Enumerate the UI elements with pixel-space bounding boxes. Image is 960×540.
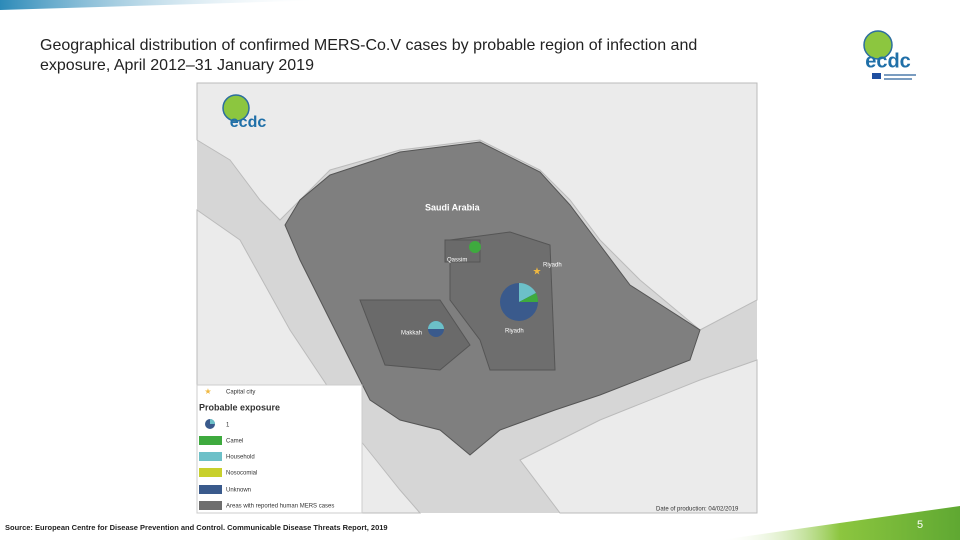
logo-text: ecdc — [865, 50, 911, 72]
pie — [428, 321, 444, 337]
top-band — [0, 0, 330, 10]
bottom-band — [720, 506, 960, 540]
legend-label: 1 — [226, 423, 230, 429]
svg-text:★: ★ — [204, 387, 211, 396]
region-label: Riyadh — [505, 329, 524, 335]
map-logo-text: ecdc — [230, 114, 267, 131]
country-label: Saudi Arabia — [425, 202, 481, 212]
legend-label: Unknown — [226, 488, 251, 494]
pie — [469, 241, 481, 253]
legend-label: Capital city — [226, 390, 255, 396]
production-date: Date of production: 04/02/2019 — [656, 507, 739, 513]
page-number: 5 — [917, 519, 923, 531]
capital-star: ★ — [533, 267, 542, 278]
legend-label: Nosocomial — [226, 471, 257, 477]
legend-title: Probable exposure — [199, 402, 280, 412]
region-label: Riyadh — [543, 263, 562, 269]
title: exposure, April 2012–31 January 2019 — [40, 57, 314, 74]
legend: ★ Capital city Probable exposure 1 Camel… — [196, 384, 363, 514]
title: Geographical distribution of confirmed M… — [40, 37, 697, 54]
pie — [500, 282, 539, 321]
legend-label: Household — [226, 455, 255, 461]
logo: ecdc — [863, 30, 916, 80]
region-label: Makkah — [401, 331, 422, 337]
legend-label: Camel — [226, 439, 243, 445]
region-label: Qassim — [447, 258, 467, 264]
source: Source: European Centre for Disease Prev… — [5, 523, 388, 532]
legend-label: Areas with reported human MERS cases — [226, 504, 334, 510]
